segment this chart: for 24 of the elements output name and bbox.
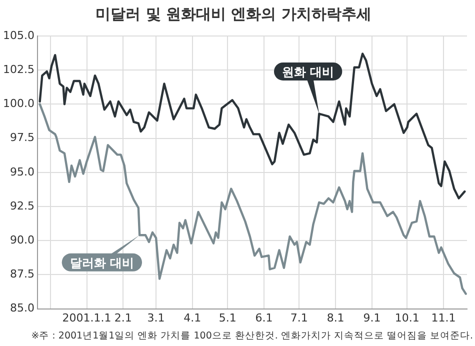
text: ※주 : 2001년1월1일의 엔화 가치를 100으로 환산한것. 엔화가치가 지속적으로 떨어짐을 보여준다. — [31, 330, 473, 342]
y-tick-label: 87.5 — [10, 268, 34, 281]
x-tick-label: 2.1 — [114, 311, 132, 324]
x-tick-label: 10.1 — [394, 311, 420, 324]
y-tick-label: 95.0 — [10, 165, 34, 178]
x-tick-label: 9.1 — [363, 311, 381, 324]
y-tick-label: 102.5 — [2, 62, 34, 76]
series-label: 달러화 대비 — [70, 256, 134, 270]
y-tick-label: 97.5 — [10, 131, 34, 144]
x-tick-label: 2001.1.1 — [62, 311, 112, 324]
y-tick-label: 92.5 — [10, 199, 34, 212]
y-tick-label: 90.0 — [10, 233, 34, 246]
chart-title: 미달러 및 원화대비 엔화의 가치하락추세 — [96, 4, 372, 23]
series-label: 원화 대비 — [282, 64, 334, 79]
x-tick-label: 4.1 — [184, 311, 202, 324]
x-tick-label: 7.1 — [290, 311, 308, 324]
y-tick-label: 105.0 — [2, 28, 34, 42]
x-tick-label: 11.1 — [431, 311, 456, 324]
x-tick-label: 6.1 — [255, 311, 273, 324]
y-tick-label: 100.0 — [2, 97, 34, 110]
x-tick-label: 3.1 — [147, 311, 165, 324]
y-tick-label: 85.0 — [10, 302, 34, 315]
x-tick-label: 8.1 — [326, 311, 344, 324]
x-tick-label: 5.1 — [218, 311, 236, 324]
